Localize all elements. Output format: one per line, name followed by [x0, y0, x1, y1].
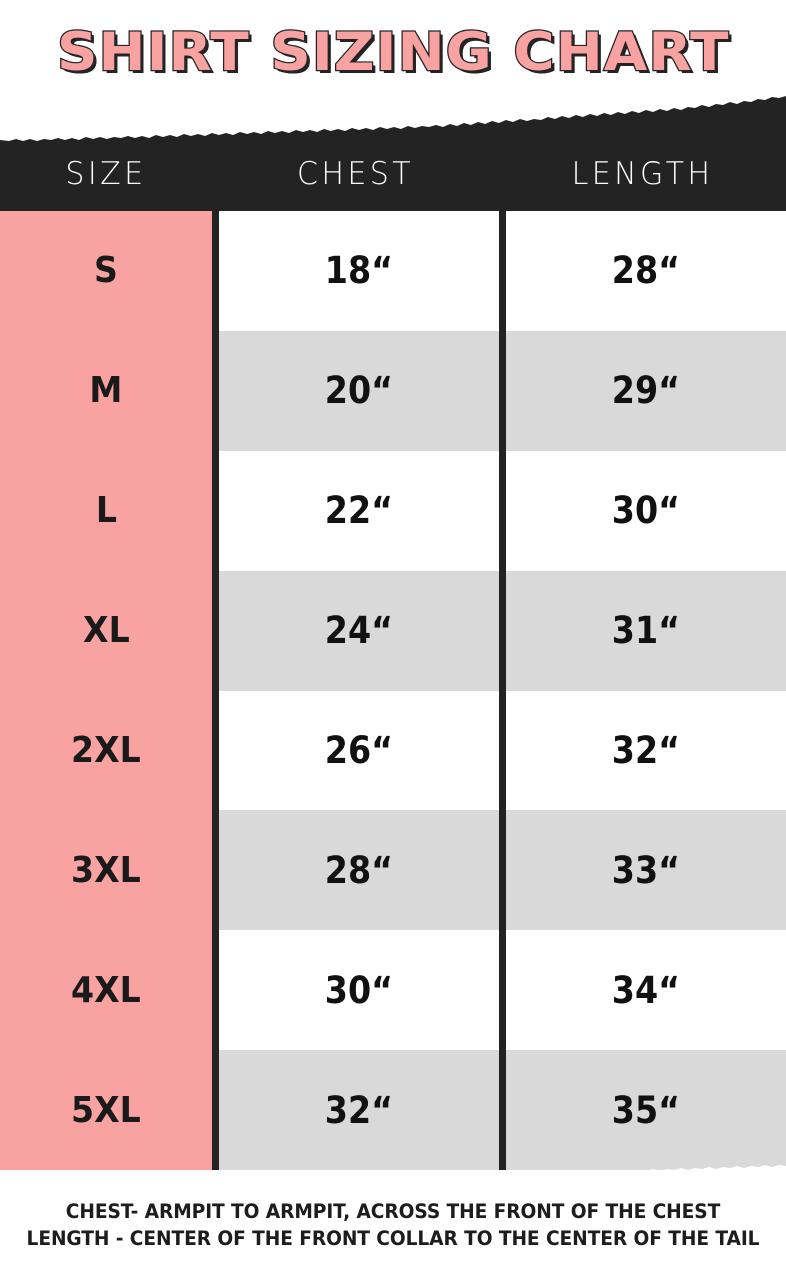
table-row: 2XL 26“ 32“: [0, 690, 786, 811]
length-value: 35“: [611, 1088, 681, 1132]
cell-length: 31“: [506, 570, 786, 691]
cell-chest: 24“: [219, 570, 499, 691]
size-label: XL: [82, 610, 130, 652]
torn-edge-top-shape: [0, 96, 786, 212]
chest-value: 20“: [324, 369, 394, 413]
table-row: S 18“ 28“: [0, 211, 786, 331]
column-divider: [212, 930, 219, 1051]
size-label: 2XL: [71, 730, 141, 771]
column-divider: [499, 810, 506, 931]
cell-length: 29“: [506, 330, 786, 451]
footer-notes: CHEST- ARMPIT TO ARMPIT, ACROSS THE FRON…: [0, 1198, 786, 1252]
cell-chest: 26“: [219, 690, 499, 811]
length-value: 30“: [611, 489, 681, 533]
cell-length: 33“: [506, 810, 786, 931]
size-label: 4XL: [71, 969, 141, 1011]
column-divider: [499, 570, 506, 691]
cell-size: M: [0, 330, 212, 451]
cell-chest: 18“: [219, 211, 499, 331]
cell-chest: 22“: [219, 450, 499, 571]
cell-length: 32“: [506, 690, 786, 811]
column-divider: [212, 570, 219, 691]
chest-value: 22“: [324, 489, 394, 533]
table-row: M 20“ 29“: [0, 330, 786, 451]
size-label: 5XL: [71, 1089, 141, 1131]
table-row: 3XL 28“ 33“: [0, 810, 786, 931]
column-divider: [499, 450, 506, 571]
column-divider: [499, 930, 506, 1051]
size-label: L: [95, 490, 117, 532]
cell-chest: 32“: [219, 1050, 499, 1170]
column-header-chest: CHEST: [296, 156, 415, 192]
cell-length: 28“: [506, 211, 786, 331]
header-banner: SIZE CHEST LENGTH: [0, 96, 786, 212]
size-label: M: [89, 370, 123, 412]
column-divider: [499, 211, 506, 331]
cell-chest: 20“: [219, 330, 499, 451]
cell-chest: 30“: [219, 930, 499, 1051]
page-title: SHIRT SIZING CHART: [55, 21, 730, 83]
table-row: 5XL 32“ 35“: [0, 1050, 786, 1170]
length-value: 31“: [611, 609, 681, 653]
column-divider: [212, 330, 219, 451]
chest-value: 24“: [324, 609, 394, 653]
size-label: S: [94, 250, 118, 292]
cell-size: S: [0, 211, 212, 331]
cell-length: 34“: [506, 930, 786, 1051]
table-row: L 22“ 30“: [0, 450, 786, 571]
chest-value: 32“: [324, 1088, 394, 1132]
column-header-size: SIZE: [65, 156, 147, 192]
column-headers-row: SIZE CHEST LENGTH: [0, 136, 786, 212]
column-header-length: LENGTH: [571, 156, 714, 192]
column-divider: [499, 330, 506, 451]
length-value: 33“: [611, 848, 681, 892]
column-divider: [212, 810, 219, 931]
column-divider: [212, 1050, 219, 1170]
cell-size: 3XL: [0, 810, 212, 931]
cell-size: 2XL: [0, 690, 212, 811]
cell-size: 5XL: [0, 1050, 212, 1170]
column-divider: [499, 1050, 506, 1170]
cell-length: 35“: [506, 1050, 786, 1170]
length-value: 29“: [611, 369, 681, 413]
column-divider: [499, 690, 506, 811]
length-value: 34“: [611, 968, 681, 1012]
table-row: 4XL 30“ 34“: [0, 930, 786, 1051]
cell-size: L: [0, 450, 212, 571]
length-value: 32“: [611, 729, 681, 772]
cell-size: 4XL: [0, 930, 212, 1051]
column-divider: [212, 450, 219, 571]
chest-value: 26“: [324, 729, 394, 772]
cell-size: XL: [0, 570, 212, 691]
cell-chest: 28“: [219, 810, 499, 931]
length-value: 28“: [611, 249, 681, 293]
footer-note-chest: CHEST- ARMPIT TO ARMPIT, ACROSS THE FRON…: [65, 1200, 721, 1223]
footer-note-length: LENGTH - CENTER OF THE FRONT COLLAR TO T…: [26, 1227, 760, 1250]
size-label: 3XL: [71, 849, 141, 891]
column-divider: [212, 690, 219, 811]
sizing-table: S 18“ 28“ M 20“ 29“ L 22“ 30“ XL 24“ 31“ 2XL 26“ 32“ 3X…: [0, 211, 786, 1170]
column-divider: [212, 211, 219, 331]
chest-value: 28“: [324, 848, 394, 892]
chest-value: 18“: [324, 249, 394, 293]
cell-length: 30“: [506, 450, 786, 571]
chest-value: 30“: [324, 968, 394, 1012]
table-row: XL 24“ 31“: [0, 570, 786, 691]
title-area: SHIRT SIZING CHART: [0, 0, 786, 100]
